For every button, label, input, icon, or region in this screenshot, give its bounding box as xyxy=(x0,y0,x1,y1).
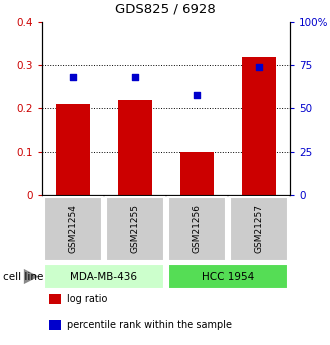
Text: GSM21257: GSM21257 xyxy=(254,205,263,254)
Text: MDA-MB-436: MDA-MB-436 xyxy=(71,272,138,282)
Bar xyxy=(56,104,90,195)
Bar xyxy=(168,264,288,289)
Text: GSM21254: GSM21254 xyxy=(69,205,78,254)
Bar xyxy=(106,197,164,261)
Text: percentile rank within the sample: percentile rank within the sample xyxy=(67,320,232,330)
Bar xyxy=(230,197,288,261)
Bar xyxy=(168,197,226,261)
Text: cell line: cell line xyxy=(3,272,44,282)
Text: HCC 1954: HCC 1954 xyxy=(202,272,254,282)
Point xyxy=(70,75,76,80)
Point xyxy=(132,75,138,80)
Point xyxy=(256,64,262,70)
Text: GSM21256: GSM21256 xyxy=(192,205,202,254)
Text: GDS825 / 6928: GDS825 / 6928 xyxy=(115,3,215,16)
Bar xyxy=(44,264,164,289)
Bar xyxy=(242,57,276,195)
Bar xyxy=(180,152,214,195)
Point xyxy=(194,92,200,97)
Bar xyxy=(118,100,152,195)
Bar xyxy=(44,197,102,261)
Text: log ratio: log ratio xyxy=(67,294,107,304)
Text: GSM21255: GSM21255 xyxy=(130,205,140,254)
